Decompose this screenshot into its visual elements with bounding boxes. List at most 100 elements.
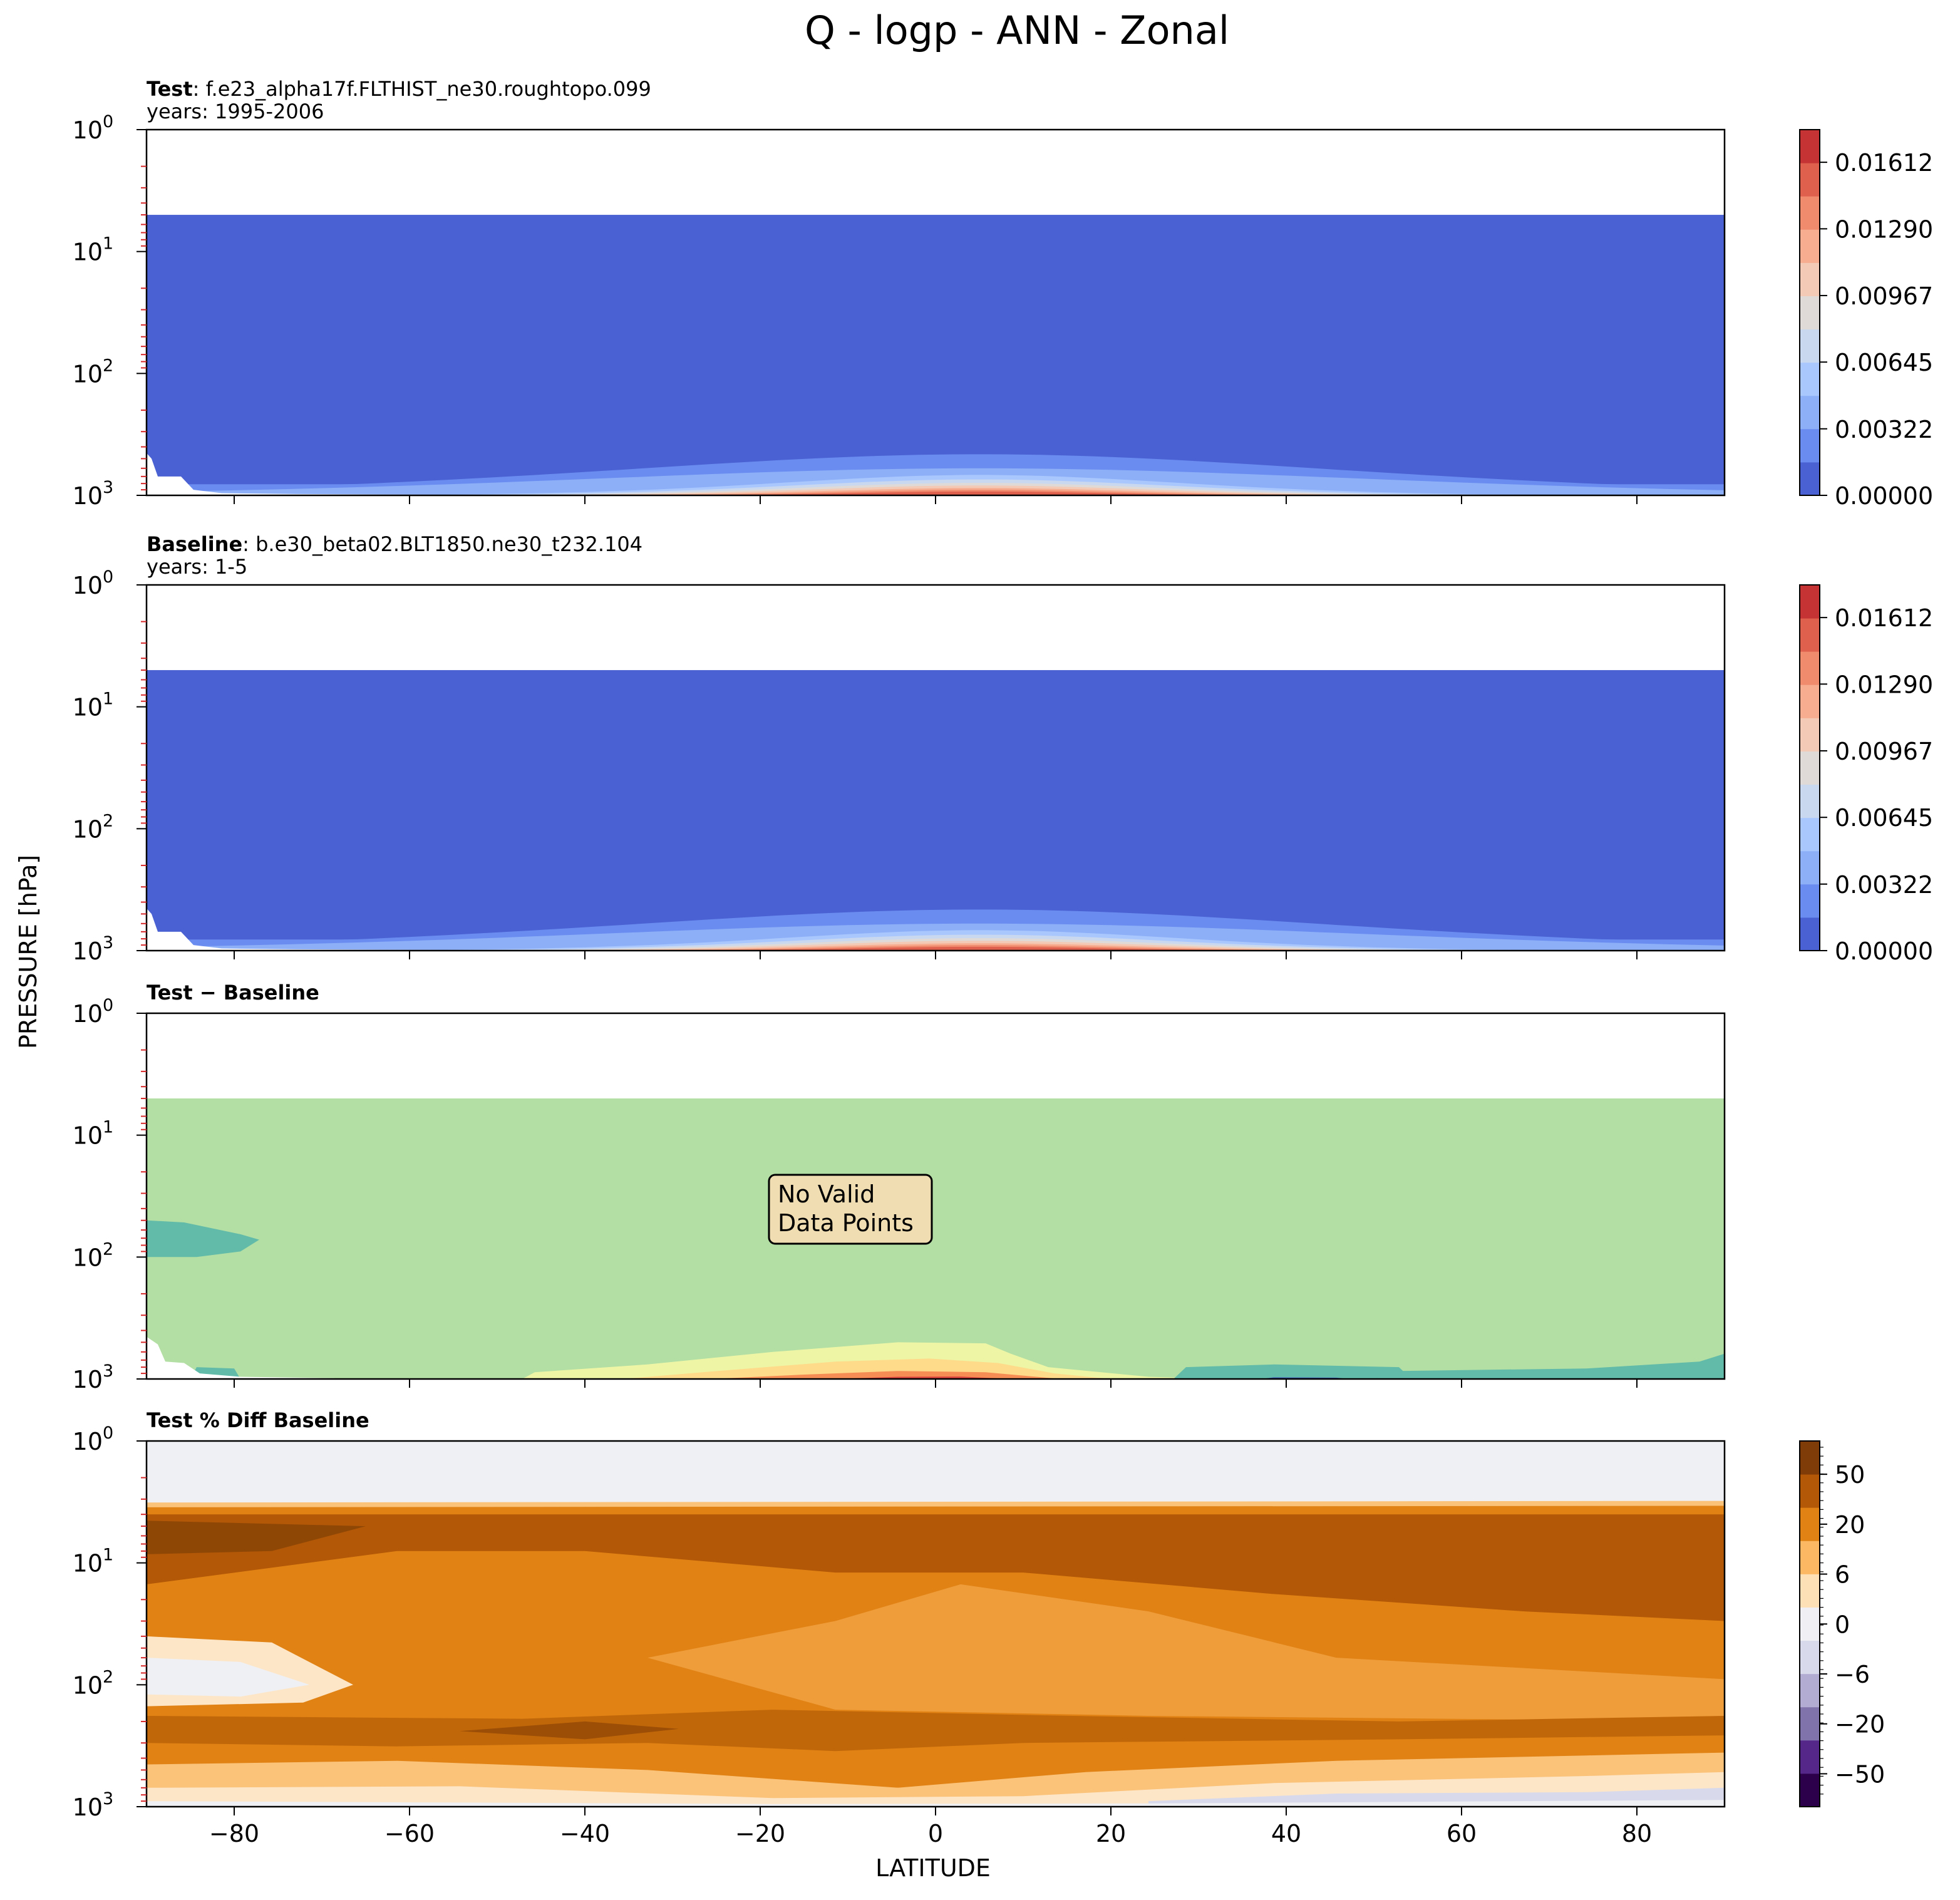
x-tick-label: 20 xyxy=(1096,1820,1126,1847)
y-tick-exponent: 0 xyxy=(103,112,113,132)
y-tick-label: 10 xyxy=(73,694,103,721)
colorbar-swatch xyxy=(1800,684,1820,718)
colorbar-tick-label: 0.00000 xyxy=(1835,482,1933,510)
colorbar-swatch xyxy=(1800,1441,1820,1475)
y-tick-label: 10 xyxy=(73,1550,103,1577)
colorbar-tick-label: 0.01612 xyxy=(1835,149,1933,177)
y-tick-exponent: 3 xyxy=(103,1361,113,1381)
panel-header-run: : b.e30_beta02.BLT1850.ne30_t232.104 xyxy=(242,532,642,556)
colorbar-swatch xyxy=(1800,1740,1820,1774)
colorbar-tick-label: −50 xyxy=(1835,1760,1885,1788)
colorbar-swatch xyxy=(1800,917,1820,951)
y-tick-label: 10 xyxy=(73,815,103,843)
colorbar-swatch xyxy=(1800,362,1820,396)
colorbar: 0.00000 0.00322 0.00645 0.00967 0.01290 0.016… xyxy=(1799,129,1933,510)
colorbar: −50 −20 −6 0 6 20 50 xyxy=(1799,1440,1885,1807)
y-tick-label: 10 xyxy=(73,937,103,965)
colorbar-tick-label: 0.00322 xyxy=(1835,871,1933,899)
annotation-text: No Valid xyxy=(778,1180,875,1208)
y-tick-label: 10 xyxy=(73,1794,103,1821)
colorbar-tick-label: −6 xyxy=(1835,1661,1870,1688)
x-tick-label: 40 xyxy=(1271,1820,1301,1847)
y-tick-label: 10 xyxy=(73,482,103,510)
topography-mask xyxy=(147,453,460,495)
colorbar-swatch xyxy=(1800,262,1820,296)
colorbar-swatch xyxy=(1800,196,1820,230)
panel-header: Test % Diff Baseline xyxy=(147,1408,369,1432)
field-background xyxy=(147,1098,1725,1379)
colorbar-swatch xyxy=(1800,296,1820,330)
colorbar-swatch xyxy=(1800,462,1820,496)
colorbar-tick-label: 0 xyxy=(1835,1611,1850,1638)
x-tick-label: −20 xyxy=(735,1820,785,1847)
colorbar-tick-label: 0.00967 xyxy=(1835,282,1933,310)
colorbar-swatch xyxy=(1800,651,1820,685)
field-contour xyxy=(147,1514,1725,1621)
x-tick-label: −60 xyxy=(384,1820,435,1847)
colorbar-frame xyxy=(1799,584,1820,951)
y-tick-exponent: 1 xyxy=(103,1118,113,1137)
colorbar-swatch xyxy=(1800,1541,1820,1574)
panel-header: Baseline: b.e30_beta02.BLT1850.ne30_t232… xyxy=(147,532,642,556)
colorbar-tick-label: 0.00645 xyxy=(1835,349,1933,376)
y-tick-exponent: 1 xyxy=(103,234,113,254)
y-tick-exponent: 2 xyxy=(103,811,113,830)
y-tick-label: 10 xyxy=(73,239,103,266)
field-background xyxy=(147,215,1725,495)
colorbar-tick-label: 6 xyxy=(1835,1561,1850,1589)
colorbar-swatch xyxy=(1800,329,1820,363)
colorbar-swatch xyxy=(1800,585,1820,619)
y-tick-label: 10 xyxy=(73,360,103,388)
field-contour xyxy=(147,1658,309,1697)
y-tick-exponent: 2 xyxy=(103,356,113,375)
x-tick-label: −80 xyxy=(209,1820,259,1847)
colorbar-swatch xyxy=(1800,1507,1820,1541)
field-background xyxy=(147,670,1725,951)
colorbar-swatch xyxy=(1800,163,1820,197)
field-contour xyxy=(1173,1364,1411,1379)
panel-baseline: Baseline: b.e30_beta02.BLT1850.ne30_t232… xyxy=(73,532,1934,965)
annotation-text: Data Points xyxy=(778,1209,914,1237)
plot-area xyxy=(147,215,1725,495)
figure-title: Q - logp - ANN - Zonal xyxy=(805,8,1229,53)
y-tick-exponent: 2 xyxy=(103,1239,113,1259)
colorbar-swatch xyxy=(1800,784,1820,818)
colorbar-swatch xyxy=(1800,428,1820,463)
y-tick-exponent: 1 xyxy=(103,1546,113,1565)
colorbar-tick-label: 0.00967 xyxy=(1835,738,1933,765)
colorbar-swatch xyxy=(1800,1640,1820,1675)
x-tick-label: 80 xyxy=(1622,1820,1652,1847)
panel-test: Test: f.e23_alpha17f.FLTHIST_ne30.rought… xyxy=(73,77,1934,510)
panel-header-bold: Test − Baseline xyxy=(147,981,319,1004)
x-axis-label: LATITUDE xyxy=(875,1854,991,1882)
colorbar-tick-label: 0.01612 xyxy=(1835,604,1933,632)
field-contour xyxy=(647,1584,1725,1722)
field-contour xyxy=(710,1371,1061,1379)
panel-header: Test − Baseline xyxy=(147,981,319,1004)
y-tick-exponent: 3 xyxy=(103,478,113,497)
x-tick-label: −40 xyxy=(560,1820,610,1847)
y-tick-label: 10 xyxy=(73,1122,103,1150)
y-tick-label: 10 xyxy=(73,1244,103,1271)
colorbar-swatch xyxy=(1800,618,1820,652)
y-tick-label: 10 xyxy=(73,572,103,599)
field-contour xyxy=(147,946,1725,951)
colorbar-swatch xyxy=(1800,751,1820,785)
colorbar-tick-label: 0.00322 xyxy=(1835,416,1933,443)
y-tick-exponent: 0 xyxy=(103,1423,113,1443)
colorbar-swatch xyxy=(1800,850,1820,885)
y-tick-label: 10 xyxy=(73,116,103,144)
y-axis-label: PRESSURE [hPa] xyxy=(14,855,42,1049)
topography-mask xyxy=(147,1336,334,1379)
y-tick-exponent: 2 xyxy=(103,1667,113,1686)
panel-header-bold: Test xyxy=(147,77,193,101)
field-contour xyxy=(147,1220,259,1257)
y-tick-label: 10 xyxy=(73,1366,103,1393)
colorbar-swatch xyxy=(1800,1673,1820,1708)
panel-header-run: : f.e23_alpha17f.FLTHIST_ne30.roughtopo.… xyxy=(193,77,651,101)
colorbar-swatch xyxy=(1800,229,1820,263)
